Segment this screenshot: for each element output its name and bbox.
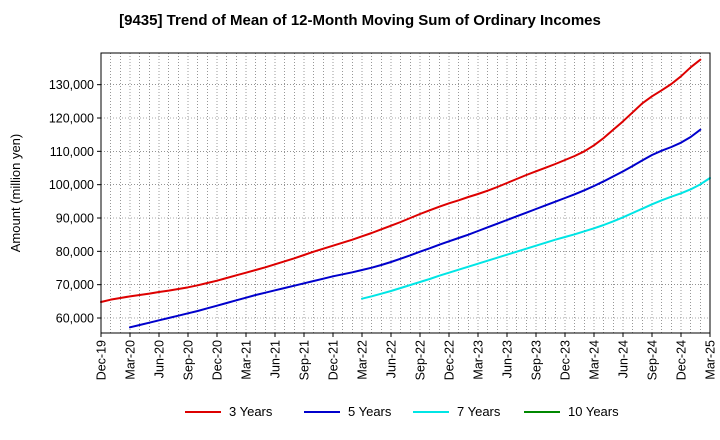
x-tick-label: Dec-21 <box>327 340 341 380</box>
x-tick-label: Dec-24 <box>675 340 689 380</box>
series-layer <box>100 58 711 329</box>
x-tick-label: Sep-24 <box>646 340 660 380</box>
series-line-7-years <box>361 177 711 300</box>
legend-swatch <box>185 410 221 413</box>
x-tick-label: Jun-23 <box>501 340 515 378</box>
x-tick-label: Mar-25 <box>704 340 718 380</box>
x-tick-label: Jun-24 <box>617 340 631 378</box>
x-tick-label: Sep-20 <box>182 340 196 380</box>
x-tick-label: Dec-19 <box>95 340 109 380</box>
legend-swatch <box>524 410 560 413</box>
legend-item: 7 Years <box>413 404 500 419</box>
x-tick-label: Mar-22 <box>356 340 370 380</box>
x-tick-label: Mar-24 <box>588 340 602 380</box>
legend-label: 10 Years <box>568 404 619 419</box>
legend-swatch <box>413 410 449 413</box>
x-tick-label: Dec-22 <box>443 340 457 380</box>
y-tick-label: 80,000 <box>56 245 94 259</box>
x-tick-label: Dec-23 <box>559 340 573 380</box>
legend-label: 5 Years <box>348 404 392 419</box>
plot-frame <box>100 52 711 334</box>
y-tick-label: 100,000 <box>49 178 94 192</box>
x-tick-label: Jun-22 <box>385 340 399 378</box>
x-tick-label: Mar-20 <box>124 340 138 380</box>
tick-layer: 60,000 70,000 80,000 90,000 100,000 110,000 12… <box>49 78 718 380</box>
x-tick-label: Mar-23 <box>472 340 486 380</box>
chart-title: [9435] Trend of Mean of 12-Month Moving … <box>119 12 601 29</box>
y-tick-label: 60,000 <box>56 312 94 326</box>
x-tick-label: Jun-20 <box>153 340 167 378</box>
x-tick-label: Jun-21 <box>269 340 283 378</box>
x-tick-label: Sep-22 <box>414 340 428 380</box>
legend-item: 5 Years <box>304 404 391 419</box>
x-tick-label: Sep-21 <box>298 340 312 380</box>
legend-item: 10 Years <box>524 404 619 419</box>
y-tick-label: 110,000 <box>50 145 94 159</box>
x-tick-label: Dec-20 <box>211 340 225 380</box>
grid-layer <box>101 53 710 333</box>
legend: 3 Years 5 Years 7 Years 10 Years <box>0 404 720 426</box>
legend-swatch <box>304 410 340 413</box>
legend-label: 3 Years <box>229 404 273 419</box>
series-line-3-years <box>100 58 702 303</box>
legend-item: 3 Years <box>185 404 272 419</box>
x-tick-label: Sep-23 <box>530 340 544 380</box>
y-tick-label: 90,000 <box>56 212 94 226</box>
y-axis-label: Amount (million yen) <box>8 134 23 253</box>
y-tick-label: 130,000 <box>49 78 94 92</box>
y-tick-label: 70,000 <box>56 278 94 292</box>
legend-label: 7 Years <box>457 404 501 419</box>
x-tick-label: Mar-21 <box>240 340 254 380</box>
y-tick-label: 120,000 <box>49 112 94 126</box>
series-line-5-years <box>129 128 702 329</box>
plot-area <box>101 53 710 333</box>
